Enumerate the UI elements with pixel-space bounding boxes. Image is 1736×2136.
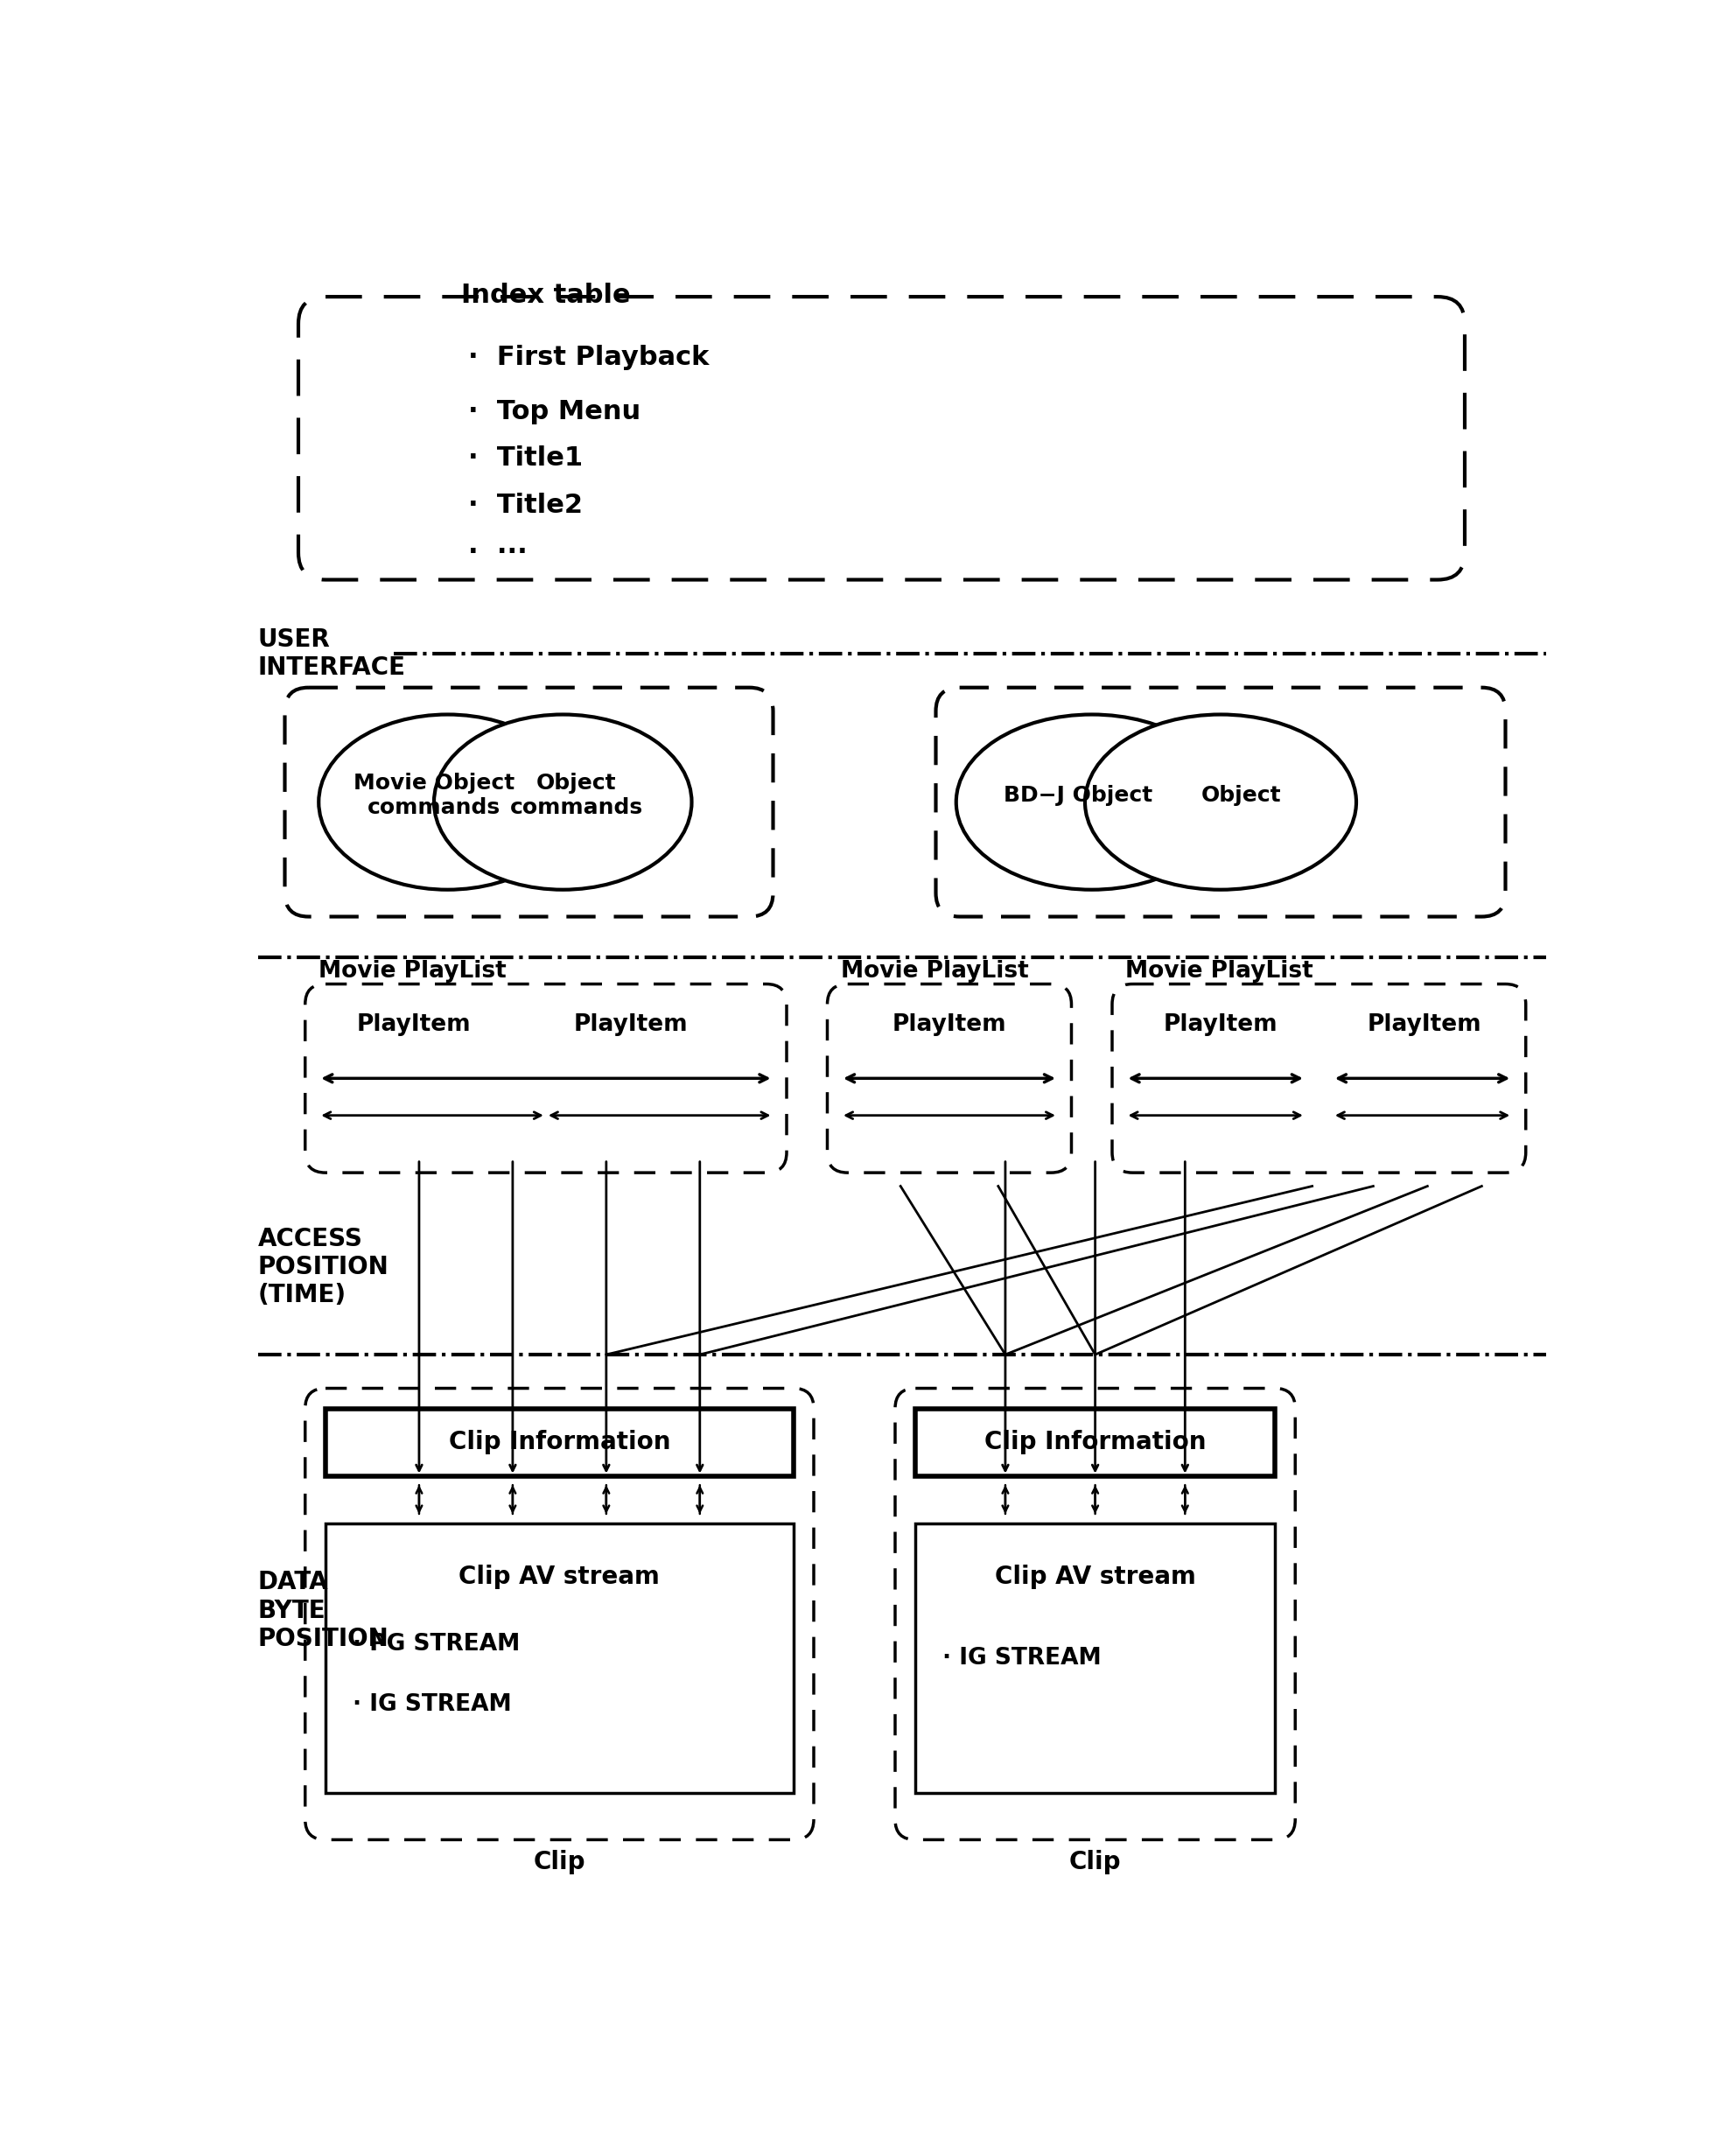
Bar xyxy=(326,1523,793,1792)
Text: Clip: Clip xyxy=(533,1850,585,1873)
Text: PlayItem: PlayItem xyxy=(1366,1012,1481,1036)
Text: Movie Object
commands: Movie Object commands xyxy=(354,773,514,818)
Text: · PG STREAM: · PG STREAM xyxy=(352,1632,521,1655)
Text: PlayItem: PlayItem xyxy=(573,1012,687,1036)
Text: · IG STREAM: · IG STREAM xyxy=(352,1694,512,1717)
Ellipse shape xyxy=(319,716,576,891)
Text: USER
INTERFACE: USER INTERFACE xyxy=(257,628,406,679)
Text: ACCESS
POSITION
(TIME): ACCESS POSITION (TIME) xyxy=(257,1226,389,1307)
Ellipse shape xyxy=(957,716,1227,891)
Text: PlayItem: PlayItem xyxy=(356,1012,470,1036)
Text: Movie PlayList: Movie PlayList xyxy=(1125,959,1314,983)
Bar xyxy=(915,1408,1274,1476)
Text: ·  Title1: · Title1 xyxy=(469,446,583,472)
Text: Movie PlayList: Movie PlayList xyxy=(319,959,507,983)
Text: ·  First Playback: · First Playback xyxy=(469,344,708,370)
Text: Index table: Index table xyxy=(462,282,630,308)
Text: Movie PlayList: Movie PlayList xyxy=(840,959,1029,983)
Text: Object
commands: Object commands xyxy=(510,773,642,818)
Text: Clip: Clip xyxy=(1069,1850,1121,1873)
Text: ·  ···: · ··· xyxy=(469,540,528,566)
Ellipse shape xyxy=(1085,716,1356,891)
Text: BD−J Object: BD−J Object xyxy=(1003,784,1153,805)
Text: · IG STREAM: · IG STREAM xyxy=(943,1647,1102,1668)
Text: ·  Title2: · Title2 xyxy=(469,493,583,519)
Text: Clip Information: Clip Information xyxy=(448,1429,670,1455)
Text: PlayItem: PlayItem xyxy=(892,1012,1007,1036)
Text: Object: Object xyxy=(1201,784,1281,805)
Text: Clip AV stream: Clip AV stream xyxy=(458,1566,660,1589)
Text: ·  Top Menu: · Top Menu xyxy=(469,399,641,423)
Text: DATA
BYTE
POSITION: DATA BYTE POSITION xyxy=(257,1570,389,1651)
Bar xyxy=(326,1408,793,1476)
Text: Clip AV stream: Clip AV stream xyxy=(995,1566,1196,1589)
Bar xyxy=(915,1523,1274,1792)
Text: Clip Information: Clip Information xyxy=(984,1429,1207,1455)
Ellipse shape xyxy=(434,716,691,891)
Text: PlayItem: PlayItem xyxy=(1163,1012,1278,1036)
